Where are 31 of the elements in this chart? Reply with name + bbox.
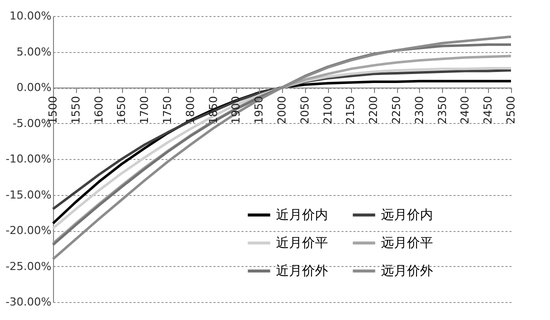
x-tick-label: 2350 [436,96,449,124]
y-tick-label: -25.00% [6,260,52,273]
x-tick-label: 2450 [482,96,495,124]
y-tick-label: -10.00% [6,152,52,166]
x-tick-label: 2050 [298,96,312,124]
y-tick-label: 5.00% [16,45,52,58]
legend-label: 远月价平 [381,236,433,251]
x-tick-label: 1550 [69,96,82,124]
legend-label: 近月价平 [276,236,328,251]
x-tick-label: 1950 [252,96,266,124]
x-tick-label: 1750 [161,96,174,124]
y-tick-label: 10.00% [10,10,52,22]
legend-label: 远月价外 [381,264,433,279]
x-tick-label: 2150 [344,96,358,124]
x-tick-label: 2300 [412,96,426,124]
x-tick-label: 2000 [276,96,288,124]
x-tick-label: 1700 [138,96,152,124]
legend-label: 远月价内 [381,208,433,223]
x-tick-label: 2100 [321,96,334,124]
x-tick-label: 2400 [458,96,472,124]
x-tick-label: 1650 [115,96,128,124]
x-tick-label: 2200 [367,96,380,124]
legend-label: 近月价内 [276,208,328,223]
x-tick-label: 1600 [92,96,106,124]
y-tick-label: -20.00% [6,224,52,237]
y-tick-label: -30.00% [6,296,52,308]
y-tick-label: 0.00% [16,81,52,94]
legend-label: 近月价外 [276,264,328,279]
y-tick-label: -15.00% [6,188,52,202]
x-tick-label: 2250 [390,96,403,124]
x-tick-label: 2500 [504,96,518,124]
